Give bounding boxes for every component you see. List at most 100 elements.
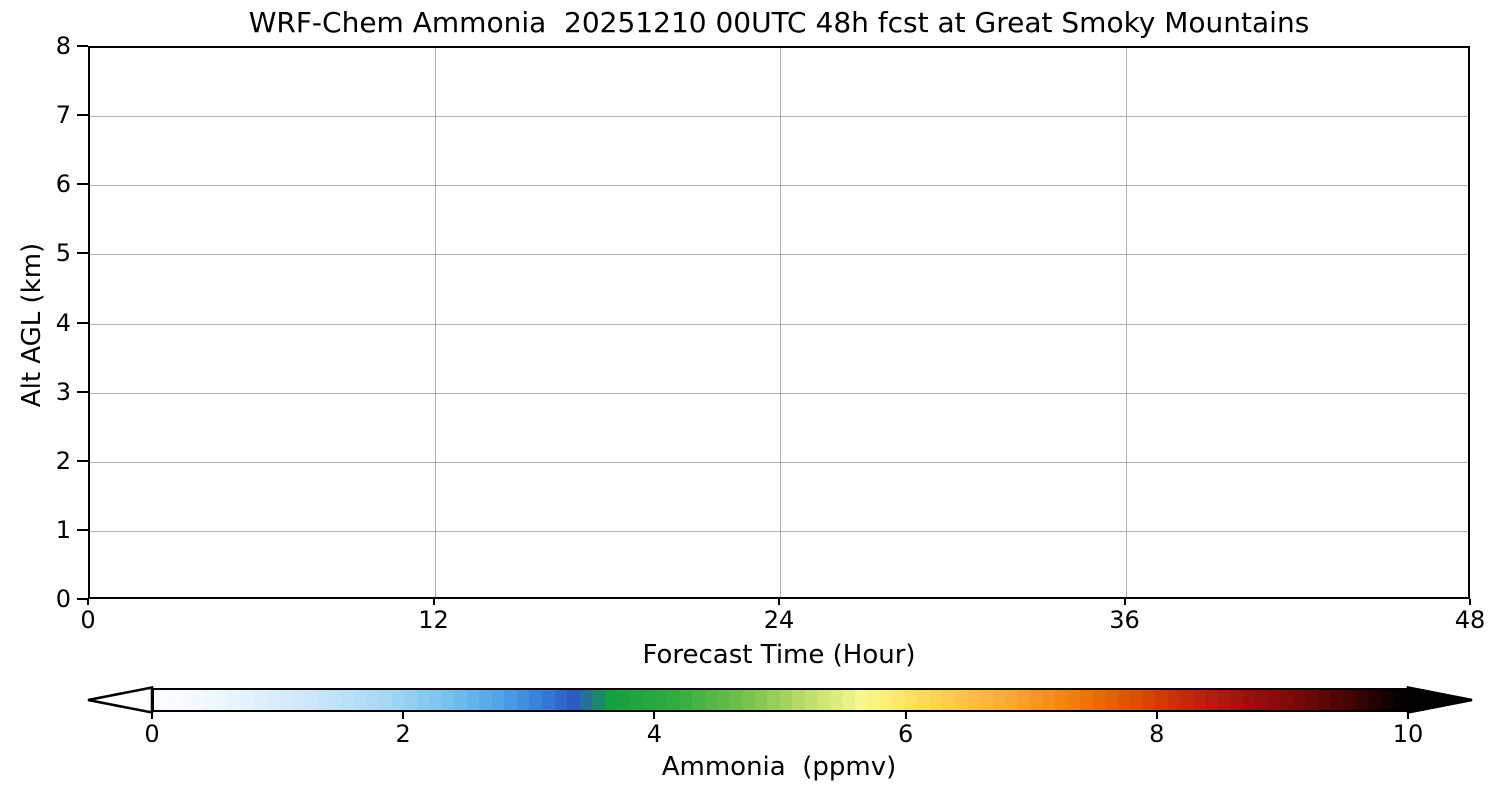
colorbar-segment	[1080, 690, 1093, 710]
colorbar-tick-mark	[1155, 712, 1158, 719]
colorbar-segment	[529, 690, 542, 710]
colorbar-segment	[1105, 690, 1118, 710]
colorbar-tick-label: 0	[144, 720, 160, 748]
gridline-horizontal	[90, 461, 1468, 463]
colorbar-segment	[191, 690, 205, 710]
colorbar-segment	[992, 690, 1006, 710]
colorbar-segment	[154, 690, 167, 710]
colorbar-segment	[379, 690, 392, 710]
x-tick-mark	[778, 599, 780, 605]
colorbar-segment	[817, 690, 830, 710]
colorbar-segment	[541, 690, 555, 710]
colorbar-segment	[254, 690, 267, 710]
colorbar-segment	[617, 690, 630, 710]
colorbar-segment	[354, 690, 367, 710]
colorbar-segment	[1017, 690, 1031, 710]
colorbar-segment	[829, 690, 843, 710]
colorbar-segment	[679, 690, 693, 710]
gridline-vertical	[434, 48, 436, 597]
colorbar-segment	[904, 690, 918, 710]
gridline-horizontal	[90, 116, 1468, 118]
colorbar-segment	[1217, 690, 1231, 710]
colorbar-segment	[917, 690, 930, 710]
colorbar-segment	[742, 690, 755, 710]
colorbar-segment	[1355, 690, 1369, 710]
colorbar-segment	[1317, 690, 1331, 710]
colorbar-segment	[1042, 690, 1056, 710]
y-tick-label: 5	[55, 239, 71, 268]
colorbar-segment	[929, 690, 943, 710]
colorbar-segment	[1155, 690, 1168, 710]
colorbar-segment	[955, 690, 968, 710]
colorbar-segment	[892, 690, 905, 710]
colorbar	[152, 688, 1408, 712]
colorbar-tick-mark	[653, 712, 656, 719]
colorbar-segment	[779, 690, 793, 710]
colorbar-tick-label: 6	[897, 720, 914, 748]
colorbar-tick-label: 8	[1149, 720, 1165, 748]
y-tick-label: 3	[55, 377, 71, 406]
colorbar-segment	[1330, 690, 1343, 710]
x-tick-label: 24	[763, 606, 795, 634]
colorbar-segment	[1393, 690, 1406, 710]
y-tick-mark	[77, 252, 88, 255]
colorbar-segment	[1267, 690, 1281, 710]
colorbar-segment	[804, 690, 818, 710]
colorbar-segment	[1280, 690, 1293, 710]
colorbar-segment	[1055, 690, 1068, 710]
colorbar-segment	[629, 690, 643, 710]
colorbar-segment	[1142, 690, 1156, 710]
y-tick-label: 8	[55, 32, 71, 60]
gridline-vertical	[780, 48, 781, 597]
colorbar-segment	[241, 690, 255, 710]
colorbar-segment	[454, 690, 467, 710]
gridline-horizontal	[90, 392, 1468, 394]
x-axis-label: Forecast Time (Hour)	[642, 640, 916, 670]
colorbar-segment	[304, 690, 317, 710]
colorbar-segment	[516, 690, 530, 710]
x-tick-mark	[1469, 599, 1471, 605]
colorbar-segment	[1368, 690, 1381, 710]
colorbar-segment	[704, 690, 718, 710]
colorbar-right-arrow	[1406, 686, 1473, 714]
colorbar-segment	[466, 690, 480, 710]
colorbar-segment	[1067, 690, 1081, 710]
colorbar-segment	[654, 690, 668, 710]
gridline-horizontal	[90, 254, 1468, 256]
colorbar-segment	[842, 690, 855, 710]
colorbar-tick-mark	[402, 712, 405, 719]
colorbar-segment	[1030, 690, 1043, 710]
colorbar-segment	[316, 690, 330, 710]
colorbar-segment	[179, 690, 192, 710]
x-tick-mark	[432, 599, 435, 605]
colorbar-segment	[279, 690, 292, 710]
x-tick-mark	[1123, 599, 1126, 605]
colorbar-segment	[341, 690, 355, 710]
y-tick-mark	[77, 528, 88, 531]
colorbar-segment	[1180, 690, 1193, 710]
y-tick-mark	[77, 390, 88, 393]
x-tick-mark	[87, 599, 89, 605]
colorbar-segment	[667, 690, 680, 710]
colorbar-segment	[229, 690, 242, 710]
y-tick-label: 0	[55, 585, 71, 613]
colorbar-segment	[554, 690, 568, 710]
colorbar-tick-mark	[904, 712, 907, 719]
colorbar-segment	[491, 690, 505, 710]
colorbar-left-arrow	[87, 686, 154, 714]
colorbar-segment	[854, 690, 868, 710]
colorbar-segment	[692, 690, 705, 710]
y-tick-mark	[77, 321, 88, 324]
colorbar-segment	[1292, 690, 1306, 710]
y-tick-label: 6	[55, 170, 71, 199]
colorbar-segment	[1255, 690, 1268, 710]
x-tick-label: 48	[1454, 606, 1486, 634]
colorbar-segment	[1342, 690, 1356, 710]
colorbar-segment	[717, 690, 730, 710]
colorbar-segment	[291, 690, 305, 710]
colorbar-segment	[604, 690, 618, 710]
colorbar-segment	[767, 690, 780, 710]
colorbar-segment	[479, 690, 492, 710]
y-tick-mark	[77, 459, 88, 462]
